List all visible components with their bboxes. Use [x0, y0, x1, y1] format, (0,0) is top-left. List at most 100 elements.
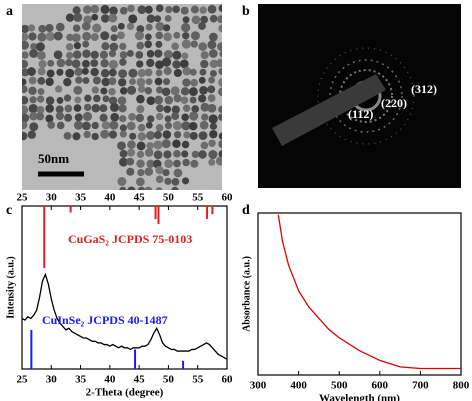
particle [190, 159, 199, 168]
particle [119, 51, 128, 59]
particle [136, 25, 145, 33]
particle [153, 150, 163, 160]
particle [37, 67, 46, 76]
particle [53, 50, 63, 60]
particle [216, 58, 222, 68]
particle [117, 96, 127, 105]
particle [181, 121, 191, 131]
particle [134, 31, 145, 41]
particle [163, 32, 172, 42]
particle [173, 31, 181, 39]
particle [45, 31, 55, 42]
x-top-tick-label: 60 [222, 192, 234, 204]
plot-frame [21, 205, 228, 370]
particle [73, 42, 81, 50]
particle [99, 104, 108, 113]
particle [136, 141, 146, 151]
particle [144, 167, 154, 176]
particle [108, 50, 117, 58]
scale-bar-label: 50nm [38, 151, 69, 166]
particle [108, 59, 118, 70]
particle [191, 150, 200, 159]
particle [28, 24, 36, 32]
particle [198, 94, 207, 103]
particle [209, 130, 218, 139]
particle [45, 77, 54, 87]
particle [164, 115, 172, 123]
particle [56, 121, 65, 130]
particle [136, 41, 145, 50]
particle [165, 5, 173, 14]
y-axis-title: Absorbance (a.u.) [241, 256, 252, 332]
particle [82, 40, 90, 48]
ring-label: (220) [381, 96, 407, 110]
particle [128, 68, 138, 78]
x-tick-label: 400 [290, 380, 307, 392]
particle [171, 178, 180, 186]
particle [136, 94, 145, 104]
particle [27, 67, 36, 76]
particle [91, 86, 99, 94]
particle [146, 96, 156, 106]
particle [27, 130, 36, 139]
particle [200, 141, 209, 150]
particle [218, 24, 222, 33]
particle [117, 31, 125, 40]
particle [75, 76, 83, 84]
particle [136, 105, 145, 114]
particle [164, 95, 174, 105]
particle [137, 132, 147, 141]
particle [172, 60, 181, 69]
particle [37, 77, 46, 85]
particle [136, 60, 144, 68]
x-axis-title: 2-Theta (degree) [86, 387, 164, 399]
particle [209, 69, 217, 77]
particle [156, 104, 164, 113]
particle [118, 78, 127, 87]
particle [100, 31, 110, 41]
particle [155, 175, 164, 184]
x-tick-label: 40 [104, 374, 116, 386]
particle [109, 120, 119, 130]
particle [47, 121, 55, 129]
particle [218, 113, 222, 121]
particle [119, 149, 128, 158]
particle [45, 104, 54, 113]
particle [181, 150, 189, 158]
particle [218, 77, 222, 87]
particle [90, 50, 99, 59]
particle [63, 94, 72, 102]
particle [146, 50, 155, 58]
data-line [21, 272, 228, 360]
particle [201, 113, 209, 121]
particle [144, 40, 153, 49]
particle [146, 14, 156, 23]
particle [54, 85, 63, 93]
particle [199, 86, 208, 95]
particle [109, 6, 118, 15]
ring [317, 47, 415, 145]
particle [146, 141, 154, 150]
ring-label: (312) [411, 82, 437, 96]
particle [29, 49, 39, 58]
particle [22, 85, 28, 94]
particle [146, 159, 155, 168]
particle [118, 69, 128, 79]
particle [180, 6, 189, 15]
particle [74, 96, 82, 104]
particle [200, 102, 210, 112]
particle [218, 150, 222, 158]
x-tick-label: 700 [412, 380, 429, 392]
particle [119, 87, 128, 95]
particle [155, 31, 164, 40]
particle [163, 150, 172, 159]
particle [117, 22, 125, 30]
x-top-tick-label: 55 [192, 192, 204, 204]
particle [136, 77, 146, 87]
particle [198, 76, 206, 84]
particle [137, 168, 145, 177]
particle [146, 58, 155, 68]
particle [100, 69, 110, 78]
particle [93, 94, 101, 103]
particle [161, 57, 172, 67]
